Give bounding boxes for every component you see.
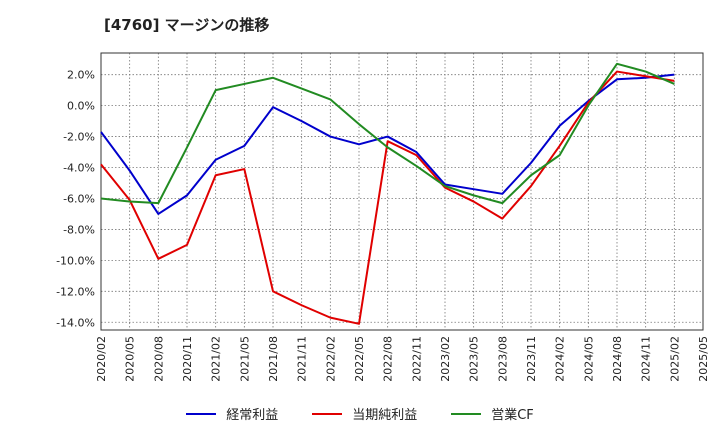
x-tick-label: 2024/08	[611, 336, 624, 382]
x-tick-label: 2022/08	[382, 336, 395, 382]
legend-item-junrieki: 当期純利益	[312, 404, 417, 423]
x-tick-label: 2021/05	[238, 336, 251, 382]
x-tick-label: 2020/11	[181, 336, 194, 382]
x-tick-label: 2024/05	[582, 336, 595, 382]
plot-area	[101, 53, 703, 330]
x-tick-label: 2021/11	[296, 336, 309, 382]
legend-label-junrieki: 当期純利益	[352, 408, 418, 423]
x-tick-label: 2023/02	[439, 336, 452, 382]
legend-label-eigyo-cf: 営業CF	[491, 408, 534, 423]
x-tick-label: 2022/11	[410, 336, 423, 382]
series-line-2	[100, 62, 675, 205]
legend-swatch-junrieki	[312, 412, 343, 415]
x-tick-label: 2020/05	[124, 336, 137, 382]
plot-frame	[100, 52, 704, 331]
x-tick-label: 2020/02	[95, 336, 108, 382]
x-tick-label: 2025/05	[697, 336, 710, 382]
y-tick-label: -6.0%	[63, 192, 95, 205]
legend-swatch-eigyo-cf	[451, 412, 482, 415]
legend-item-eigyo-cf: 営業CF	[451, 404, 534, 423]
x-tick-label: 2020/08	[152, 336, 165, 382]
legend-label-keijo: 経常利益	[226, 408, 279, 423]
y-tick-label: 2.0%	[67, 69, 95, 82]
series-line-0	[100, 73, 675, 215]
y-tick-label: -2.0%	[63, 131, 95, 144]
y-tick-label: 0.0%	[67, 100, 95, 113]
x-tick-label: 2021/02	[210, 336, 223, 382]
chart-title: [4760] マージンの推移	[104, 16, 270, 34]
y-tick-label: -12.0%	[56, 285, 95, 298]
y-tick-label: -14.0%	[56, 316, 95, 329]
y-tick-label: -8.0%	[63, 223, 95, 236]
x-tick-label: 2024/02	[554, 336, 567, 382]
legend-swatch-keijo	[186, 412, 217, 415]
x-tick-label: 2023/05	[468, 336, 481, 382]
x-tick-label: 2024/11	[640, 336, 653, 382]
x-tick-label: 2022/05	[353, 336, 366, 382]
legend-item-keijo: 経常利益	[186, 404, 278, 423]
series-line-1	[100, 70, 675, 325]
y-tick-label: -10.0%	[56, 254, 95, 267]
x-tick-label: 2023/08	[496, 336, 509, 382]
chart-legend: 経常利益 当期純利益 営業CF	[0, 404, 720, 423]
x-tick-label: 2025/02	[668, 336, 681, 382]
x-tick-label: 2022/02	[324, 336, 337, 382]
y-tick-label: -4.0%	[63, 162, 95, 175]
x-tick-label: 2021/08	[267, 336, 280, 382]
x-tick-label: 2023/11	[525, 336, 538, 382]
